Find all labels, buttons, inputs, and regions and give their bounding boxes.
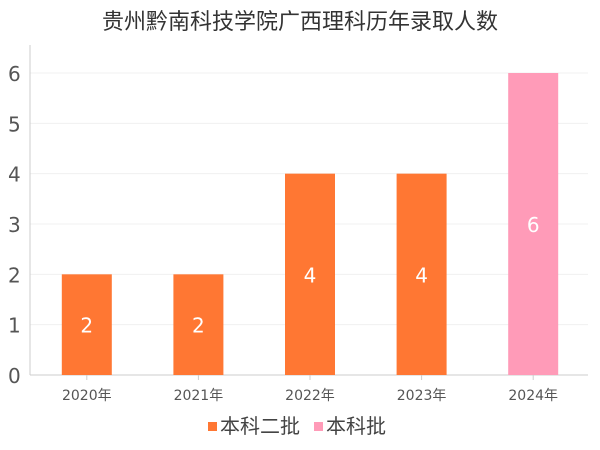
bar (61, 274, 112, 375)
bar-value-label: 6 (527, 213, 540, 237)
bar-value-label: 4 (304, 263, 317, 287)
bar (508, 73, 559, 375)
bar (285, 173, 335, 375)
y-tick-label: 4 (8, 163, 21, 187)
bar-value-label: 4 (415, 263, 428, 287)
y-tick-label: 1 (8, 314, 21, 338)
x-tick-label: 2020年 (62, 388, 112, 404)
legend-label: 本科二批 (220, 414, 300, 438)
legend-label: 本科批 (326, 414, 386, 438)
bar-value-label: 2 (192, 314, 205, 338)
chart-title: 贵州黔南科技学院广西理科历年录取人数 (101, 10, 498, 35)
x-tick-label: 2022年 (285, 388, 335, 404)
y-tick-label: 5 (8, 112, 21, 136)
x-tick-label: 2021年 (174, 388, 224, 404)
y-tick-label: 6 (8, 62, 21, 86)
bar-value-label: 2 (80, 314, 93, 338)
y-tick-label: 2 (8, 263, 21, 287)
x-tick-label: 2023年 (397, 388, 447, 404)
x-tick-label: 2024年 (508, 388, 558, 404)
y-tick-label: 0 (8, 364, 21, 388)
legend-swatch (208, 422, 217, 431)
legend-swatch (314, 422, 323, 431)
y-tick-label: 3 (8, 213, 21, 237)
bar (173, 274, 224, 375)
bar (396, 173, 447, 375)
